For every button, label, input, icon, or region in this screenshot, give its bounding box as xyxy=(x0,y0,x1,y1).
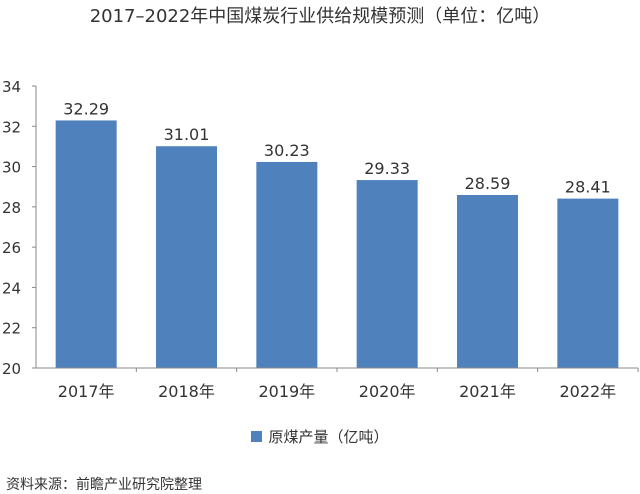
data-label: 31.01 xyxy=(164,125,210,144)
x-tick-label: 2018年 xyxy=(158,382,215,401)
y-tick-label: 22 xyxy=(2,320,21,338)
bar xyxy=(156,146,217,368)
bar xyxy=(256,161,318,368)
bar xyxy=(457,194,518,368)
chart-title: 2017–2022年中国煤炭行业供给规模预测（单位：亿吨） xyxy=(89,6,551,27)
data-label: 32.29 xyxy=(63,99,109,118)
legend-label: 原煤产量（亿吨） xyxy=(268,428,389,446)
x-tick-label: 2021年 xyxy=(459,382,516,401)
y-tick-label: 30 xyxy=(2,159,21,177)
y-axis: 20 22 24 26 28 30 32 34 xyxy=(2,78,37,378)
y-tick-label: 20 xyxy=(2,360,21,378)
y-tick-label: 28 xyxy=(2,199,21,217)
data-label: 30.23 xyxy=(264,141,310,160)
data-label: 29.33 xyxy=(364,159,410,178)
y-tick-label: 26 xyxy=(2,239,21,257)
y-tick-label: 34 xyxy=(2,78,21,96)
legend-swatch xyxy=(251,431,263,442)
source-note: 资料来源：前瞻产业研究院整理 xyxy=(6,477,202,493)
x-tick-label: 2019年 xyxy=(258,382,315,401)
bar xyxy=(55,120,117,369)
x-tick-label: 2022年 xyxy=(559,382,616,401)
bars-group: 32.29 31.01 30.23 29.33 28.59 28.41 xyxy=(55,99,619,369)
y-tick-label: 24 xyxy=(2,279,21,297)
legend: 原煤产量（亿吨） xyxy=(0,426,640,447)
bar xyxy=(356,180,418,368)
x-axis: 2017年 2018年 2019年 2020年 2021年 2022年 xyxy=(36,367,639,401)
data-label: 28.41 xyxy=(565,178,611,197)
x-tick-label: 2017年 xyxy=(58,382,115,401)
x-tick-label: 2020年 xyxy=(359,382,416,401)
bar xyxy=(557,198,619,368)
y-tick-label: 32 xyxy=(2,118,21,136)
data-label: 28.59 xyxy=(465,174,511,193)
